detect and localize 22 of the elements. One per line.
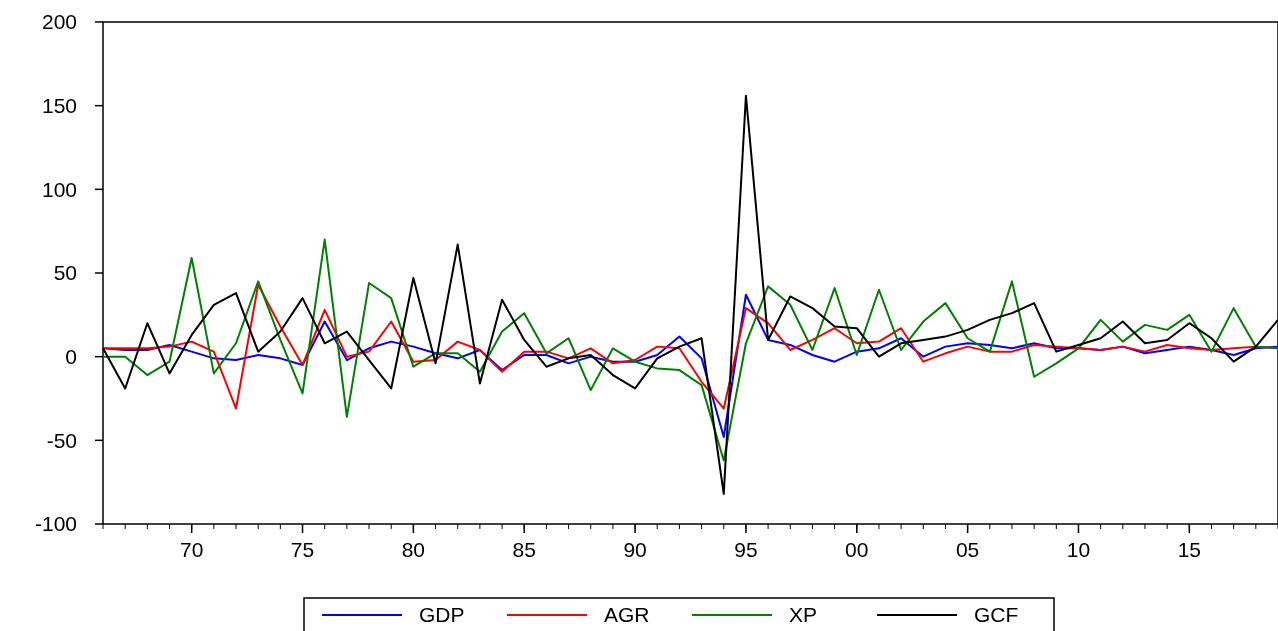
legend-label: XP [789, 603, 818, 627]
x-tick-label: 10 [1066, 538, 1091, 562]
x-tick-label: 85 [512, 538, 536, 562]
x-tick-label: 70 [180, 538, 204, 562]
y-tick-label: 200 [41, 10, 77, 34]
x-tick-label: 95 [734, 538, 758, 562]
y-tick-label: -50 [46, 428, 77, 452]
y-tick-label: 150 [41, 94, 77, 118]
x-tick-label: 00 [845, 538, 869, 562]
x-tick-label: 90 [623, 538, 647, 562]
y-tick-label: 0 [65, 345, 77, 369]
x-tick-label: 15 [1177, 538, 1201, 562]
legend-label: GCF [974, 603, 1019, 627]
y-tick-label: 50 [53, 261, 77, 285]
y-tick-label: -100 [34, 512, 77, 536]
line-series [102, 238, 1278, 462]
x-tick-label: 75 [290, 538, 315, 562]
y-tick-label: 100 [41, 177, 77, 201]
legend-label: AGR [604, 603, 650, 627]
legend-label: GDP [419, 603, 465, 627]
x-tick-label: 80 [401, 538, 426, 562]
x-tick-label: 05 [955, 538, 980, 562]
